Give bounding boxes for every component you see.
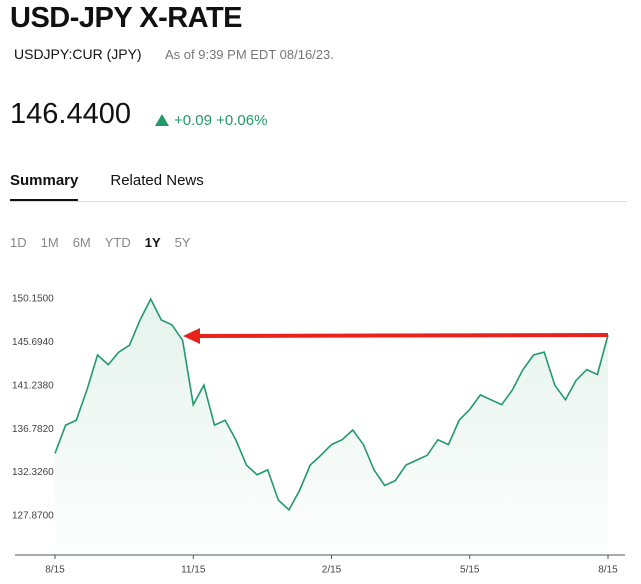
y-tick-label: 150.1500 bbox=[12, 294, 54, 305]
change-percent: +0.06% bbox=[216, 112, 268, 129]
x-tick-label: 5/15 bbox=[460, 565, 480, 576]
price: 146.4400 bbox=[10, 98, 131, 130]
range-button[interactable]: 5Y bbox=[174, 235, 191, 250]
y-tick-label: 145.6940 bbox=[12, 337, 54, 348]
range-button[interactable]: 1M bbox=[40, 235, 59, 250]
y-tick-label: 136.7820 bbox=[12, 424, 54, 435]
x-tick-label: 11/15 bbox=[181, 565, 206, 576]
change-value: +0.09 bbox=[174, 112, 212, 129]
range-button[interactable]: YTD bbox=[104, 235, 131, 250]
x-tick-label: 8/15 bbox=[598, 565, 618, 576]
range-button[interactable]: 1Y bbox=[144, 235, 161, 250]
range-button[interactable]: 6M bbox=[72, 235, 91, 250]
y-tick-label: 127.8700 bbox=[12, 511, 54, 522]
annotation-arrowhead bbox=[183, 328, 200, 344]
tabs: Summary Related News bbox=[10, 172, 204, 202]
tab[interactable]: Summary bbox=[10, 172, 79, 202]
change: +0.09 +0.06% bbox=[174, 112, 267, 129]
annotation-arrow bbox=[197, 333, 609, 338]
x-tick-label: 8/15 bbox=[45, 565, 65, 576]
tab[interactable]: Related News bbox=[110, 172, 204, 189]
range-selector: 1D 1M 6M YTD 1Y 5Y bbox=[10, 235, 191, 250]
x-tick-label: 2/15 bbox=[322, 565, 342, 576]
area bbox=[55, 299, 608, 555]
up-icon bbox=[155, 114, 169, 126]
range-button[interactable]: 1D bbox=[10, 235, 27, 250]
ticker: USDJPY:CUR (JPY) bbox=[14, 46, 142, 62]
line bbox=[54, 297, 609, 512]
y-tick-label: 132.3260 bbox=[12, 467, 54, 478]
timestamp: As of 9:39 PM EDT 08/16/23. bbox=[165, 47, 334, 62]
y-tick-label: 141.2380 bbox=[12, 380, 54, 391]
title: USD-JPY X-RATE bbox=[10, 2, 243, 34]
divider bbox=[10, 201, 627, 202]
